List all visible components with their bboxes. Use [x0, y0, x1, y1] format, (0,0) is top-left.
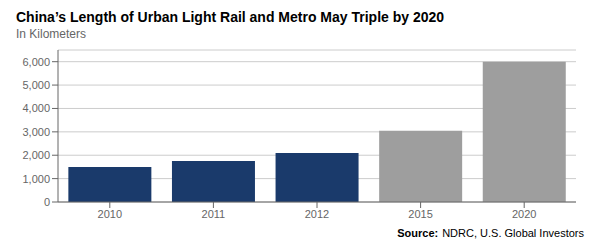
svg-text:1,000: 1,000	[22, 173, 50, 185]
svg-text:4,000: 4,000	[22, 102, 50, 114]
svg-text:2010: 2010	[98, 208, 122, 220]
svg-text:2020: 2020	[512, 208, 536, 220]
svg-text:6,000: 6,000	[22, 56, 50, 68]
html-text:In Kilometers: In Kilometers	[16, 27, 86, 41]
svg-text:5,000: 5,000	[22, 79, 50, 91]
svg-text:3,000: 3,000	[22, 126, 50, 138]
svg-text:2012: 2012	[305, 208, 329, 220]
html-text:China’s Length of Urban Light: China’s Length of Urban Light Rail and M…	[16, 9, 445, 25]
html-text:Source: NDRC, U.S. Global Inve: Source: NDRC, U.S. Global Investors	[397, 227, 584, 239]
svg-text:2015: 2015	[408, 208, 432, 220]
svg-text:0: 0	[44, 196, 50, 208]
svg-text:2,000: 2,000	[22, 149, 50, 161]
svg-text:2011: 2011	[202, 208, 226, 220]
